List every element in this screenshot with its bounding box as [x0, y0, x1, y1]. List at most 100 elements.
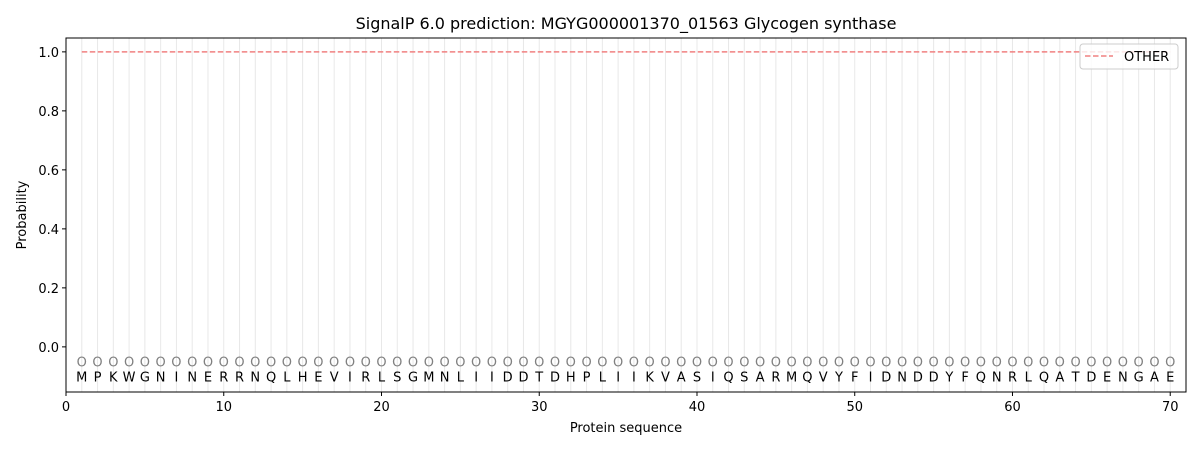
predicted-label-mark: O: [124, 356, 134, 371]
residue-label: D: [929, 370, 939, 385]
residue-label: I: [474, 370, 478, 385]
residue-label: D: [503, 370, 513, 385]
residue-label: V: [819, 370, 828, 385]
predicted-label-mark: O: [1149, 356, 1159, 371]
predicted-label-mark: O: [329, 356, 339, 371]
residue-label: L: [283, 370, 291, 385]
legend-label-other: OTHER: [1124, 50, 1169, 65]
residue-label: D: [1086, 370, 1096, 385]
x-tick-label: 40: [689, 400, 706, 415]
y-tick-label: 0.8: [38, 105, 59, 120]
residue-label: V: [661, 370, 670, 385]
predicted-label-mark: O: [834, 356, 844, 371]
residue-label: R: [219, 370, 228, 385]
predicted-label-mark: O: [487, 356, 497, 371]
predicted-label-mark: O: [1102, 356, 1112, 371]
residue-label: S: [740, 370, 748, 385]
residue-label: M: [786, 370, 797, 385]
chart-marks: OMOPOKOWOGONOIONOEORORONOQOLOHOEOVOIOROL…: [76, 51, 1175, 385]
residue-label: H: [566, 370, 576, 385]
predicted-label-mark: O: [660, 356, 670, 371]
residue-label: L: [457, 370, 465, 385]
residue-label: R: [235, 370, 244, 385]
residue-label: R: [1008, 370, 1017, 385]
legend-box: [1079, 43, 1179, 70]
predicted-label-mark: O: [708, 356, 718, 371]
residue-label: E: [204, 370, 212, 385]
predicted-label-mark: O: [313, 356, 323, 371]
residue-label: N: [897, 370, 907, 385]
x-tick-label: 10: [215, 400, 232, 415]
residue-label: L: [378, 370, 386, 385]
residue-label: S: [393, 370, 401, 385]
predicted-label-mark: O: [897, 356, 907, 371]
predicted-label-mark: O: [392, 356, 402, 371]
predicted-label-mark: O: [171, 356, 181, 371]
predicted-label-mark: O: [439, 356, 449, 371]
predicted-label-mark: O: [471, 356, 481, 371]
residue-label: P: [583, 370, 591, 385]
predicted-label-mark: O: [913, 356, 923, 371]
predicted-label-mark: O: [1007, 356, 1017, 371]
residue-label: D: [881, 370, 891, 385]
residue-label: I: [490, 370, 494, 385]
residue-label: A: [756, 370, 765, 385]
residue-label: N: [1118, 370, 1128, 385]
residue-label: D: [518, 370, 528, 385]
predicted-label-mark: O: [77, 356, 87, 371]
residue-label: I: [632, 370, 636, 385]
x-tick-label: 70: [1162, 400, 1179, 415]
predicted-label-mark: O: [203, 356, 213, 371]
residue-label: K: [645, 370, 654, 385]
residue-label: T: [534, 370, 543, 385]
y-tick-label: 0.0: [38, 341, 59, 356]
predicted-label-mark: O: [818, 356, 828, 371]
residue-label: F: [961, 370, 968, 385]
plot-frame: [65, 37, 1187, 393]
residue-label: K: [109, 370, 118, 385]
residue-label: L: [1025, 370, 1033, 385]
y-axis-label: Probability: [15, 180, 30, 249]
residue-label: Q: [1039, 370, 1049, 385]
predicted-label-mark: O: [298, 356, 308, 371]
predicted-label-mark: O: [376, 356, 386, 371]
predicted-label-mark: O: [676, 356, 686, 371]
residue-label: I: [869, 370, 873, 385]
residue-label: G: [408, 370, 418, 385]
predicted-label-mark: O: [581, 356, 591, 371]
residue-label: N: [250, 370, 260, 385]
residue-label: V: [330, 370, 339, 385]
residue-label: L: [599, 370, 607, 385]
residue-label: Q: [723, 370, 733, 385]
x-axis-ticks: 0 10 20 30 40 50 60 70: [62, 392, 1179, 415]
predicted-label-mark: O: [928, 356, 938, 371]
residue-label: F: [851, 370, 858, 385]
residue-label: Y: [834, 370, 843, 385]
predicted-label-mark: O: [802, 356, 812, 371]
y-tick-label: 0.4: [38, 223, 59, 238]
predicted-label-mark: O: [771, 356, 781, 371]
predicted-label-mark: O: [250, 356, 260, 371]
predicted-label-mark: O: [944, 356, 954, 371]
residue-label: A: [1150, 370, 1159, 385]
y-tick-label: 1.0: [38, 46, 59, 61]
predicted-label-mark: O: [787, 356, 797, 371]
predicted-label-mark: O: [92, 356, 102, 371]
residue-label: N: [992, 370, 1002, 385]
x-tick-label: 30: [531, 400, 548, 415]
predicted-label-mark: O: [850, 356, 860, 371]
predicted-label-mark: O: [219, 356, 229, 371]
residue-label: Q: [976, 370, 986, 385]
residue-label: N: [156, 370, 166, 385]
predicted-label-mark: O: [361, 356, 371, 371]
predicted-label-mark: O: [1070, 356, 1080, 371]
residue-label: Q: [266, 370, 276, 385]
y-axis-ticks: 0.0 0.2 0.4 0.6 0.8 1.0: [38, 46, 66, 356]
chart-title: SignalP 6.0 prediction: MGYG000001370_01…: [356, 14, 897, 34]
y-tick-label: 0.2: [38, 282, 59, 297]
residue-label: I: [711, 370, 715, 385]
predicted-label-mark: O: [503, 356, 513, 371]
predicted-label-mark: O: [140, 356, 150, 371]
predicted-label-mark: O: [1118, 356, 1128, 371]
